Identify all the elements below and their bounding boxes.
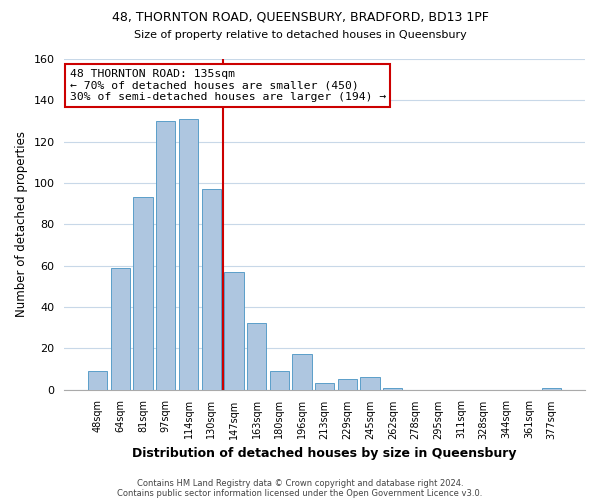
Text: Contains HM Land Registry data © Crown copyright and database right 2024.: Contains HM Land Registry data © Crown c… (137, 478, 463, 488)
Bar (269, 371, 289, 390)
Text: 48 THORNTON ROAD: 135sqm
← 70% of detached houses are smaller (450)
30% of semi-: 48 THORNTON ROAD: 135sqm ← 70% of detach… (70, 69, 386, 102)
Bar (247, 324, 266, 390)
Bar (133, 198, 153, 390)
Bar (179, 119, 198, 390)
Bar (224, 272, 244, 390)
Y-axis label: Number of detached properties: Number of detached properties (15, 132, 28, 318)
X-axis label: Distribution of detached houses by size in Queensbury: Distribution of detached houses by size … (133, 447, 517, 460)
Bar (338, 379, 357, 390)
Text: Size of property relative to detached houses in Queensbury: Size of property relative to detached ho… (134, 30, 466, 40)
Bar (156, 121, 175, 390)
Bar (361, 377, 380, 390)
Bar (111, 268, 130, 390)
Bar (88, 371, 107, 390)
Bar (542, 388, 562, 390)
Bar (292, 354, 311, 390)
Text: Contains public sector information licensed under the Open Government Licence v3: Contains public sector information licen… (118, 488, 482, 498)
Text: 48, THORNTON ROAD, QUEENSBURY, BRADFORD, BD13 1PF: 48, THORNTON ROAD, QUEENSBURY, BRADFORD,… (112, 10, 488, 23)
Bar (202, 189, 221, 390)
Bar (383, 388, 403, 390)
Bar (315, 384, 334, 390)
